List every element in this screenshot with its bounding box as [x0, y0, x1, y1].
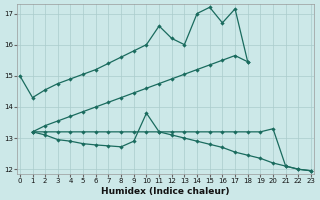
X-axis label: Humidex (Indice chaleur): Humidex (Indice chaleur) [101, 187, 230, 196]
